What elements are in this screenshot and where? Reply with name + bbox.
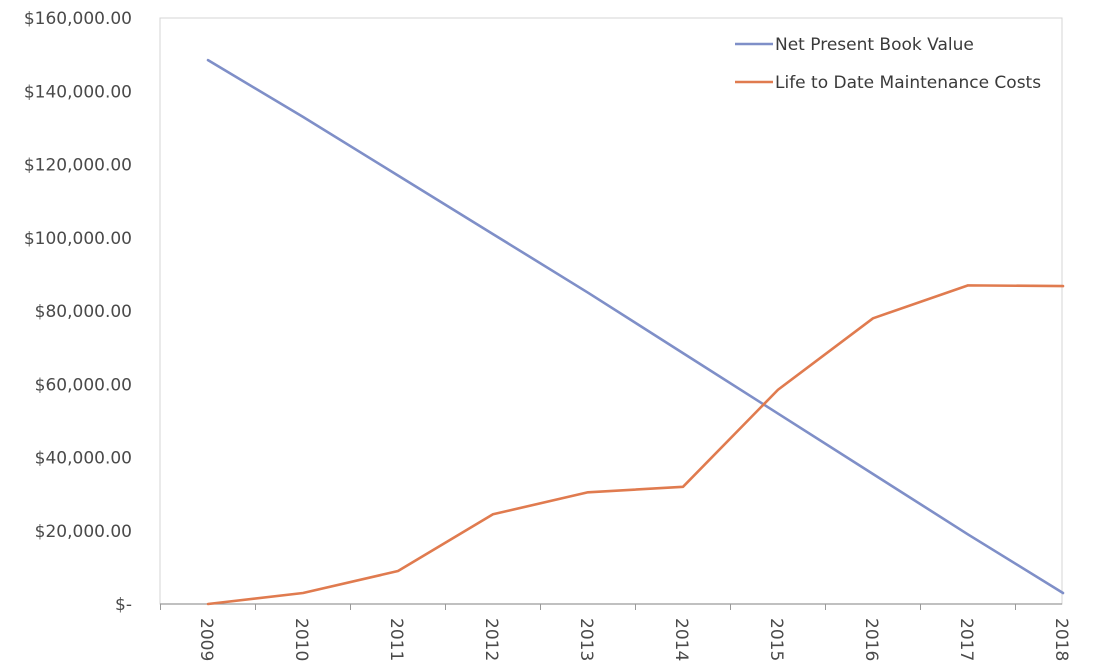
y-tick-label: $120,000.00	[24, 156, 132, 176]
y-tick-label: $140,000.00	[24, 82, 132, 102]
y-tick-label: $40,000.00	[35, 449, 132, 469]
y-tick-label: $-	[115, 595, 132, 615]
legend: Net Present Book Value Life to Date Maint…	[735, 35, 1041, 93]
x-tick-label: 2009	[196, 618, 216, 661]
legend-label: Life to Date Maintenance Costs	[775, 73, 1041, 93]
plot-area-border	[159, 17, 1063, 605]
x-tick-label: 2016	[861, 618, 881, 661]
y-tick-label: $160,000.00	[24, 9, 132, 29]
y-tick-label: $60,000.00	[35, 375, 132, 395]
y-tick-label: $80,000.00	[35, 302, 132, 322]
series-line-2	[206, 284, 1065, 606]
x-tick-label: 2010	[291, 618, 311, 661]
y-axis: $- $20,000.00 $40,000.00 $60,000.00 $80,000.…	[24, 9, 132, 615]
x-tick-label: 2012	[481, 618, 501, 661]
x-axis: 2009 2010 2011 2012 2013 2014 2015 2016 2017 2018	[160, 603, 1071, 661]
y-tick-label: $20,000.00	[35, 522, 132, 542]
x-tick-label: 2011	[386, 618, 406, 661]
x-tick-label: 2017	[956, 618, 976, 661]
plot-frame	[159, 17, 1063, 605]
series-lines	[206, 58, 1065, 606]
x-tick-label: 2018	[1051, 618, 1071, 661]
series-line-1	[206, 58, 1065, 595]
x-tick-label: 2013	[576, 618, 596, 661]
x-tick-label: 2015	[766, 618, 786, 661]
x-tick-label: 2014	[671, 618, 691, 661]
legend-label: Net Present Book Value	[775, 35, 974, 55]
y-tick-label: $100,000.00	[24, 229, 132, 249]
